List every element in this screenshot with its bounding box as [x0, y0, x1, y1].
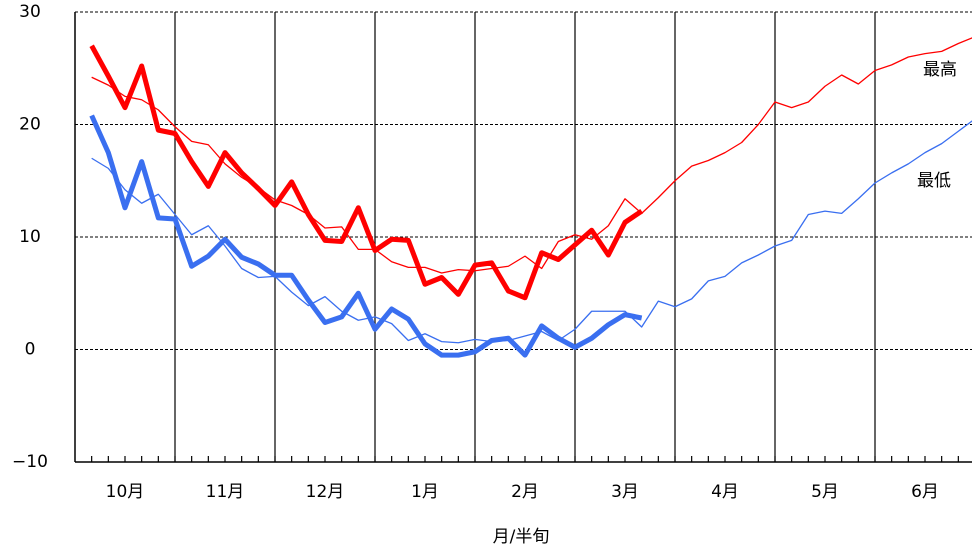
x-tick-label: 2月	[511, 482, 539, 502]
x-tick-label: 1月	[411, 482, 439, 502]
y-tick-label: 0	[25, 340, 36, 360]
x-tick-label: 10月	[106, 482, 145, 502]
y-tick-label: −10	[12, 452, 48, 472]
x-tick-label: 5月	[811, 482, 839, 502]
series-line	[91, 120, 972, 344]
x-tick-label: 12月	[306, 482, 345, 502]
x-axis-title: 月/半旬	[493, 527, 550, 547]
x-tick-label: 11月	[206, 482, 245, 502]
x-tick-label: 6月	[911, 482, 939, 502]
annotation: 最高	[923, 60, 957, 80]
x-tick-label: 4月	[711, 482, 739, 502]
y-tick-label: 30	[19, 2, 41, 22]
y-tick-label: 20	[19, 115, 41, 135]
x-tick-label: 3月	[611, 482, 639, 502]
series-line	[91, 37, 972, 274]
series-line	[89, 114, 643, 358]
series-line	[89, 44, 644, 301]
annotation: 最低	[917, 171, 951, 191]
y-tick-label: 10	[19, 227, 41, 247]
